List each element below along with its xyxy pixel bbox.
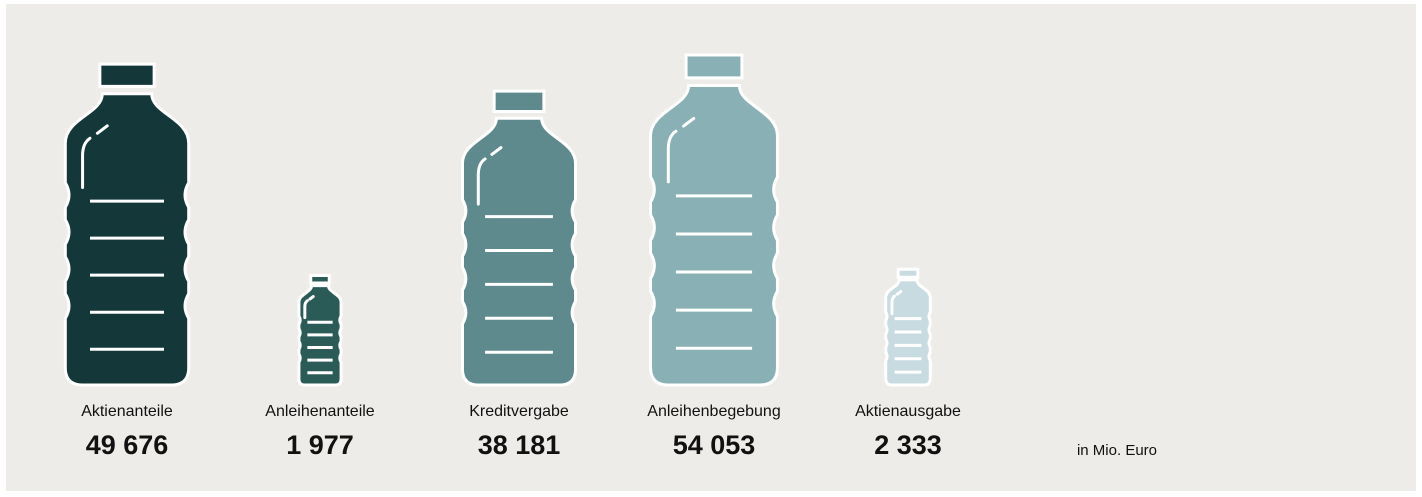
bottle-highlight [305,297,313,318]
category-label: Anleihenanteile [265,403,375,420]
bottle-cap [494,91,544,111]
category-label: Aktienanteile [81,403,173,420]
value-label: 49 676 [86,430,169,460]
category-label: Anleihenbegebung [647,403,780,420]
unit-note: in Mio. Euro [1077,442,1157,459]
bottle-cap [898,269,918,277]
bottle-highlight [668,118,693,181]
bottle [462,91,575,385]
bottle [886,269,931,385]
bottle [65,64,188,385]
bottle-cap [100,64,154,86]
bottle [299,275,341,385]
bottle [651,55,778,385]
bottle-highlight [892,292,901,314]
category-label: Kreditvergabe [469,403,569,420]
bottle-highlight [83,126,108,188]
category-label: Aktienausgabe [855,403,961,420]
bottle-cap [311,275,330,283]
value-label: 2 333 [874,430,942,460]
value-label: 38 181 [478,430,561,460]
value-label: 1 977 [286,430,354,460]
value-label: 54 053 [673,430,756,460]
bottle-cap [686,55,742,78]
bottle-highlight [478,148,501,205]
